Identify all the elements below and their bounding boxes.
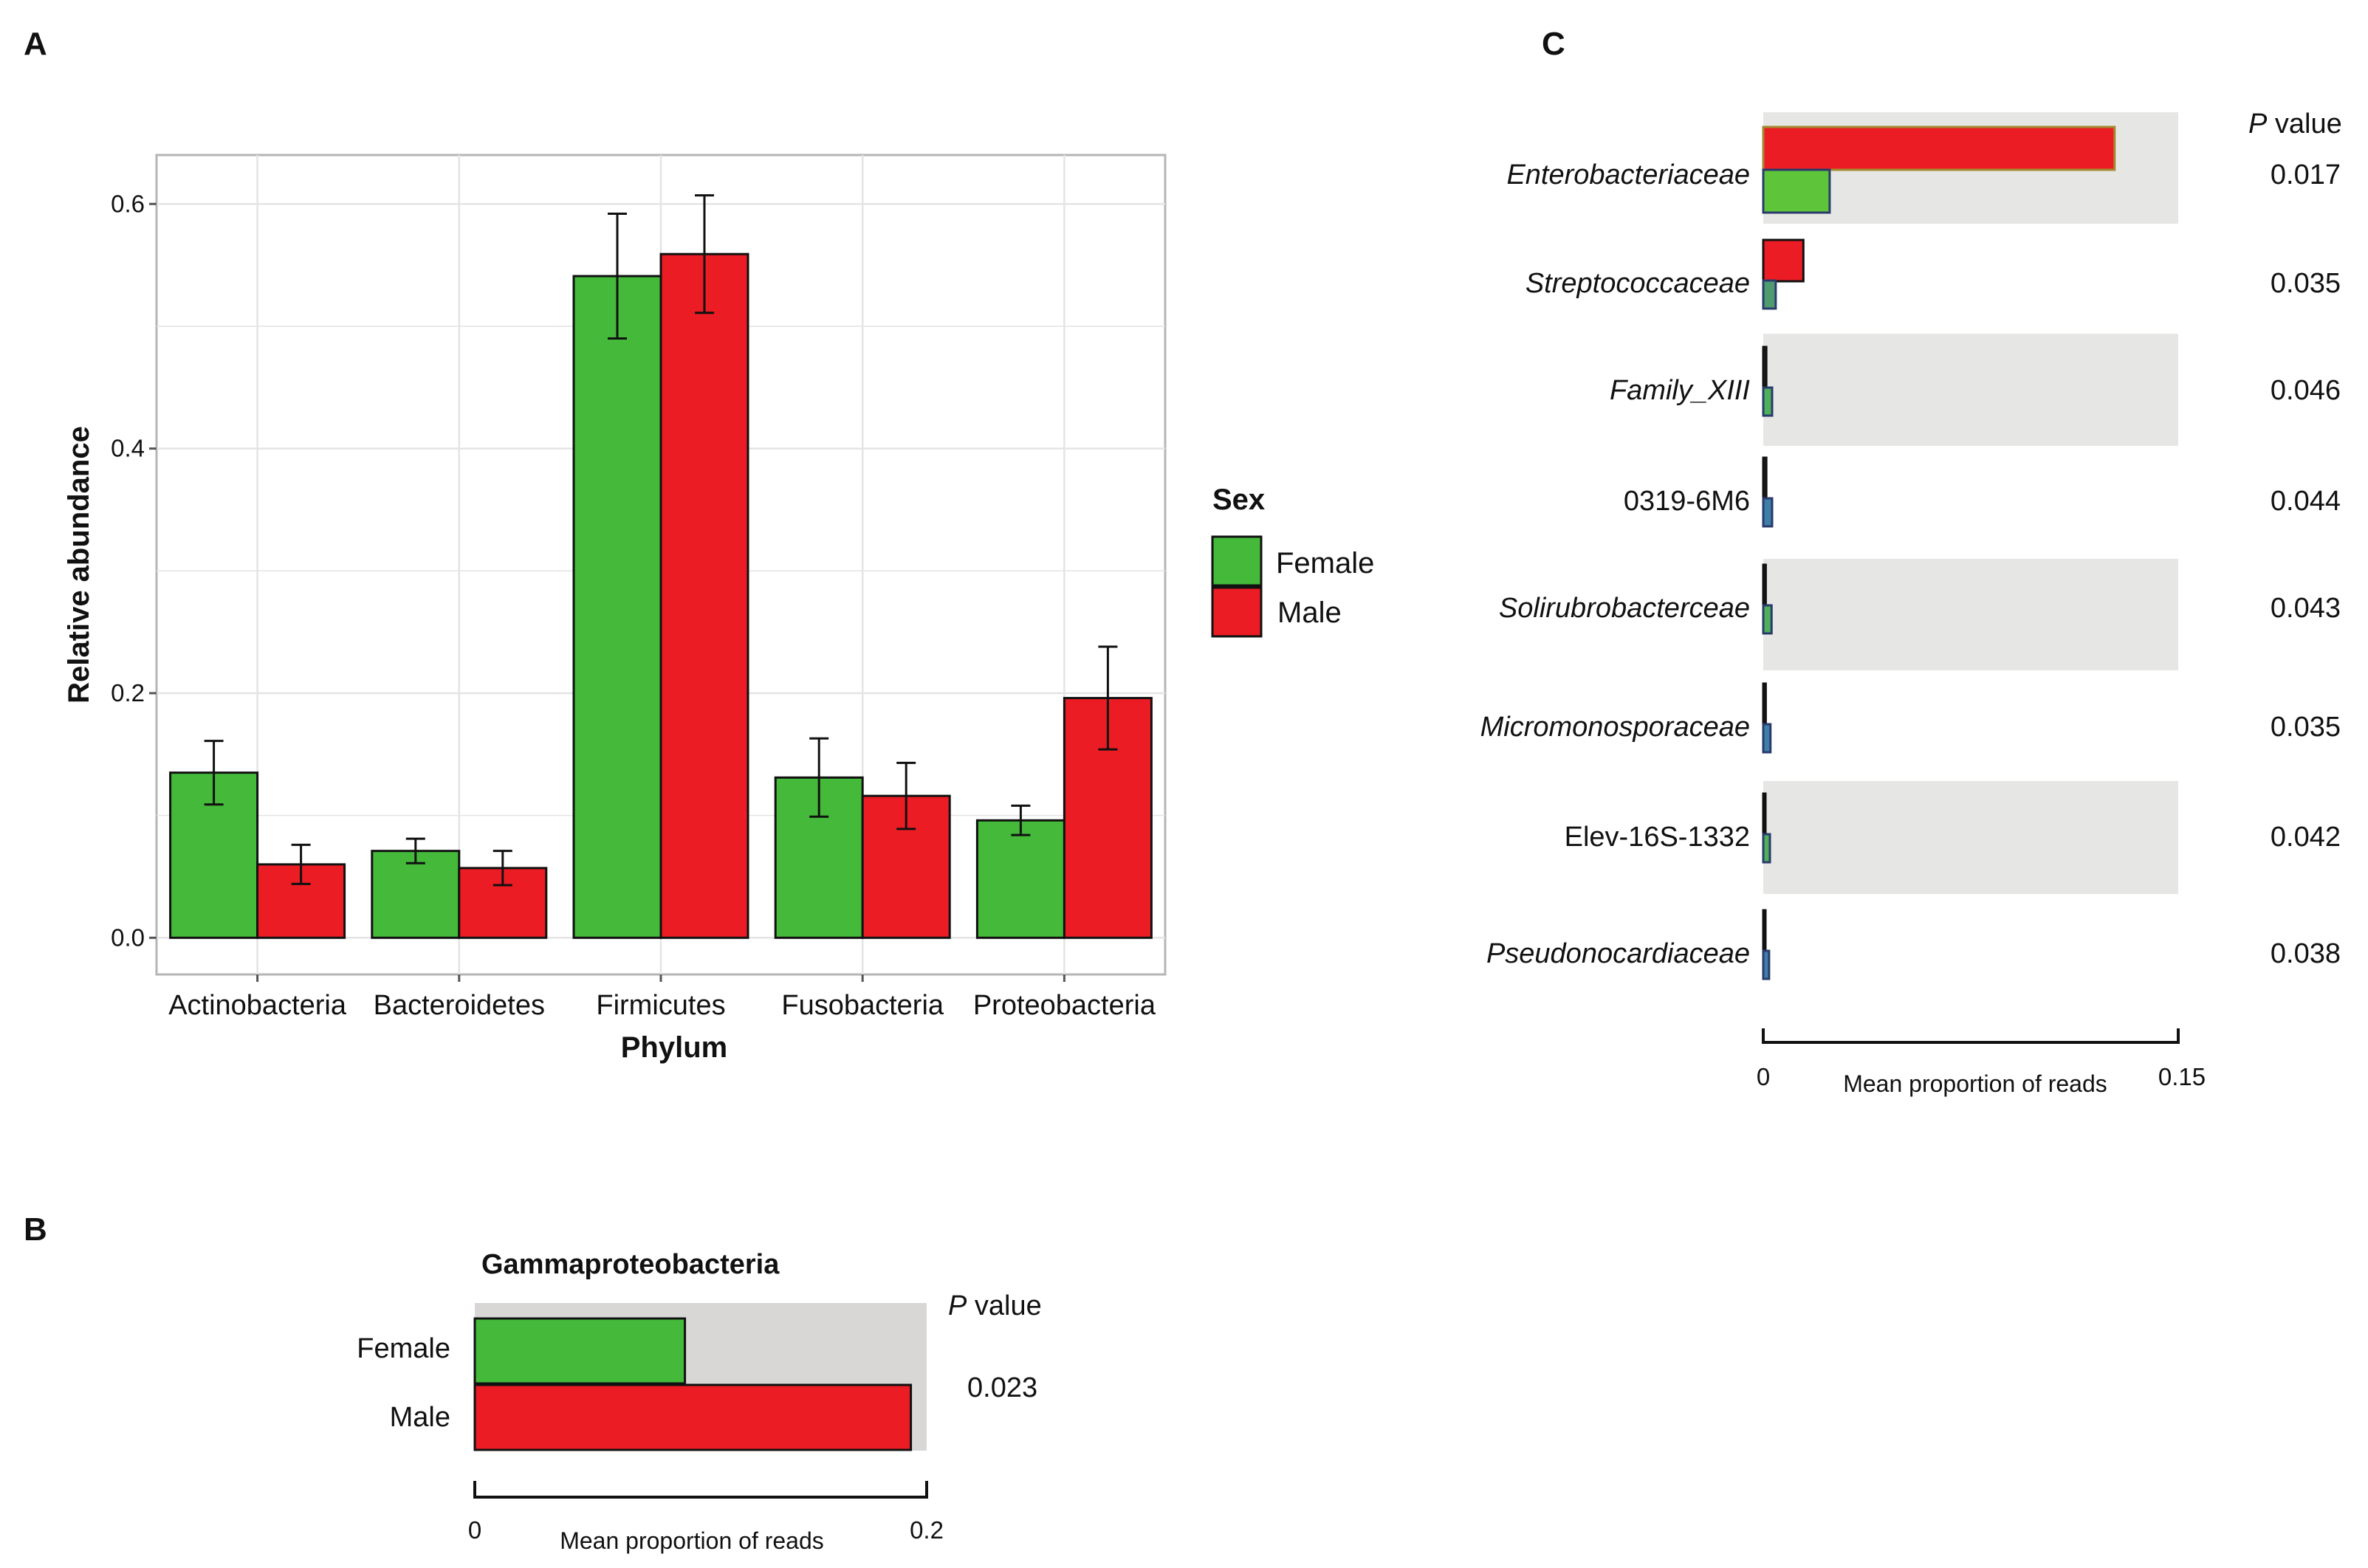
panel-c-row-elev-16s-1332: Elev-16S-1332 0.042: [1565, 792, 2341, 864]
panel-c-pvalue-header: P value: [2248, 109, 2342, 140]
bar-male-micromonosporaceae: [1762, 682, 1767, 726]
row-label-0319-6m6: 0319-6M6: [1624, 486, 1750, 517]
bar-female-firmicutes: [572, 275, 662, 939]
pvalue-pseudonocardiaceae: 0.038: [2271, 938, 2341, 969]
bar-female-streptococcaceae: [1762, 279, 1777, 310]
panel-c-row-0319-6m6: 0319-6M6 0.044: [1624, 456, 2341, 528]
panel-c-row-pseudonocardiaceae: Pseudonocardiaceae 0.038: [1486, 909, 2341, 980]
bar-male-enterobacteriaceae: [1762, 125, 2116, 171]
pvalue-streptococcaceae: 0.035: [2271, 268, 2341, 299]
panel-c-row-streptococcaceae: Streptococcaceae 0.035: [1526, 238, 2341, 310]
panel-b-bar-male: [473, 1383, 913, 1451]
panel-c-row-solirubrobacterceae: Solirubrobacterceae 0.043: [1499, 563, 2341, 635]
panel-b-title: Gammaproteobacteria: [481, 1249, 780, 1280]
row-label-solirubrobacterceae: Solirubrobacterceae: [1499, 593, 1750, 624]
y-tick-label: 0.6: [111, 190, 145, 217]
panel-c-row-micromonosporaceae: Micromonosporaceae 0.035: [1480, 682, 2341, 754]
panel-b-pvalue-header: P value: [948, 1290, 1042, 1321]
panel-c-row-stripe: [1763, 334, 2178, 446]
legend-swatch-male: [1211, 586, 1263, 638]
panel-c-row-enterobacteriaceae: Enterobacteriaceae 0.017: [1506, 125, 2341, 214]
bar-female-elev-16s-1332: [1762, 833, 1771, 864]
row-label-micromonosporaceae: Micromonosporaceae: [1480, 712, 1750, 743]
panel-a-y-axis-title: Relative abundance: [63, 426, 95, 704]
panel-a-error-bars: [204, 194, 1118, 887]
panel-b-bars: [473, 1317, 913, 1451]
x-tick-label-fusobacteria: Fusobacteria: [781, 990, 944, 1021]
bar-male-streptococcaceae: [1762, 238, 1805, 283]
bar-male-solirubrobacterceae: [1762, 563, 1767, 608]
row-label-pseudonocardiaceae: Pseudonocardiaceae: [1486, 938, 1750, 969]
pvalue-family-xiii: 0.046: [2271, 375, 2341, 406]
bar-female-solirubrobacterceae: [1762, 604, 1773, 635]
panel-c-x-tick-0: 0: [1757, 1063, 1770, 1090]
panel-c-row-stripe: [1763, 559, 2178, 670]
bar-male-0319-6m6: [1762, 456, 1768, 501]
panel-c-row-stripe: [1763, 781, 2178, 894]
bar-female-micromonosporaceae: [1762, 723, 1772, 754]
pvalue-elev-16s-1332: 0.042: [2271, 822, 2341, 853]
legend-title: Sex: [1212, 484, 1265, 516]
pvalue-enterobacteriaceae: 0.017: [2271, 159, 2341, 190]
bar-female-enterobacteriaceae: [1762, 168, 1831, 214]
bar-female-0319-6m6: [1762, 497, 1774, 528]
panel-b-x-tick-0: 0: [468, 1516, 481, 1544]
bar-male-family-xiii: [1762, 345, 1768, 390]
panel-b-pvalue: 0.023: [967, 1372, 1037, 1403]
panel-b-row-label-female: Female: [357, 1333, 450, 1364]
panel-b-x-axis-title: Mean proportion of reads: [560, 1527, 824, 1554]
x-tick-label-proteobacteria: Proteobacteria: [973, 990, 1156, 1021]
bar-female-pseudonocardiaceae: [1762, 949, 1771, 980]
row-label-enterobacteriaceae: Enterobacteriaceae: [1506, 159, 1750, 190]
bar-male-firmicutes: [659, 252, 749, 939]
panel-a-y-ticks: 0.0 0.2 0.4 0.6: [111, 190, 157, 951]
row-label-streptococcaceae: Streptococcaceae: [1526, 268, 1750, 299]
bar-female-proteobacteria: [975, 819, 1065, 939]
row-label-elev-16s-1332: Elev-16S-1332: [1565, 822, 1750, 853]
panel-c-row-stripes: [1763, 112, 2178, 894]
pvalue-solirubrobacterceae: 0.043: [2271, 593, 2341, 624]
panel-a-x-ticks: Actinobacteria Bacteroidetes Firmicutes Fus…: [168, 974, 1156, 1021]
legend-swatch-female: [1211, 535, 1263, 587]
panel-letter-b: B: [24, 1211, 47, 1248]
panel-b-row-label-male: Male: [390, 1402, 450, 1433]
panel-a-bar-chart: 0.0 0.2 0.4 0.6 Actinobacteria Bacteroidetes…: [63, 154, 1374, 1064]
panel-b-bar-female: [473, 1317, 687, 1385]
bar-male-pseudonocardiaceae: [1762, 909, 1767, 953]
panel-c-x-axis-title: Mean proportion of reads: [1843, 1070, 2107, 1097]
legend-label-female: Female: [1276, 547, 1374, 580]
x-tick-label-actinobacteria: Actinobacteria: [168, 990, 347, 1021]
panel-b-bar-chart: Gammaproteobacteria Female Male P value …: [357, 1249, 1041, 1554]
y-tick-label: 0.2: [111, 679, 145, 706]
x-tick-label-firmicutes: Firmicutes: [596, 990, 725, 1021]
pvalue-0319-6m6: 0.044: [2271, 486, 2341, 517]
y-tick-label: 0.4: [111, 435, 145, 462]
panel-c-x-tick-max: 0.15: [2158, 1063, 2206, 1090]
panel-letter-c: C: [1542, 26, 1565, 62]
panel-c-row-family-xiii: Family_XIII 0.046: [1610, 345, 2341, 417]
panel-c-rows: Enterobacteriaceae 0.017 Streptococcaceae 0…: [1480, 125, 2341, 980]
panel-c-bar-chart: Enterobacteriaceae 0.017 Streptococcaceae 0…: [1480, 109, 2342, 1097]
panel-a-legend: Sex Female Male: [1211, 484, 1374, 638]
panel-a-x-axis-title: Phylum: [621, 1031, 727, 1064]
legend-label-male: Male: [1277, 596, 1342, 629]
panel-letter-a: A: [24, 26, 47, 62]
x-tick-label-bacteroidetes: Bacteroidetes: [374, 990, 545, 1021]
panel-b-x-tick-max: 0.2: [910, 1516, 944, 1544]
bar-female-family-xiii: [1762, 386, 1774, 417]
panel-c-x-axis: [1762, 1028, 2180, 1044]
bar-male-elev-16s-1332: [1762, 792, 1767, 836]
row-label-family-xiii: Family_XIII: [1610, 375, 1750, 406]
pvalue-micromonosporaceae: 0.035: [2271, 712, 2341, 743]
y-tick-label: 0.0: [111, 924, 145, 951]
panel-b-x-axis: [473, 1481, 928, 1499]
